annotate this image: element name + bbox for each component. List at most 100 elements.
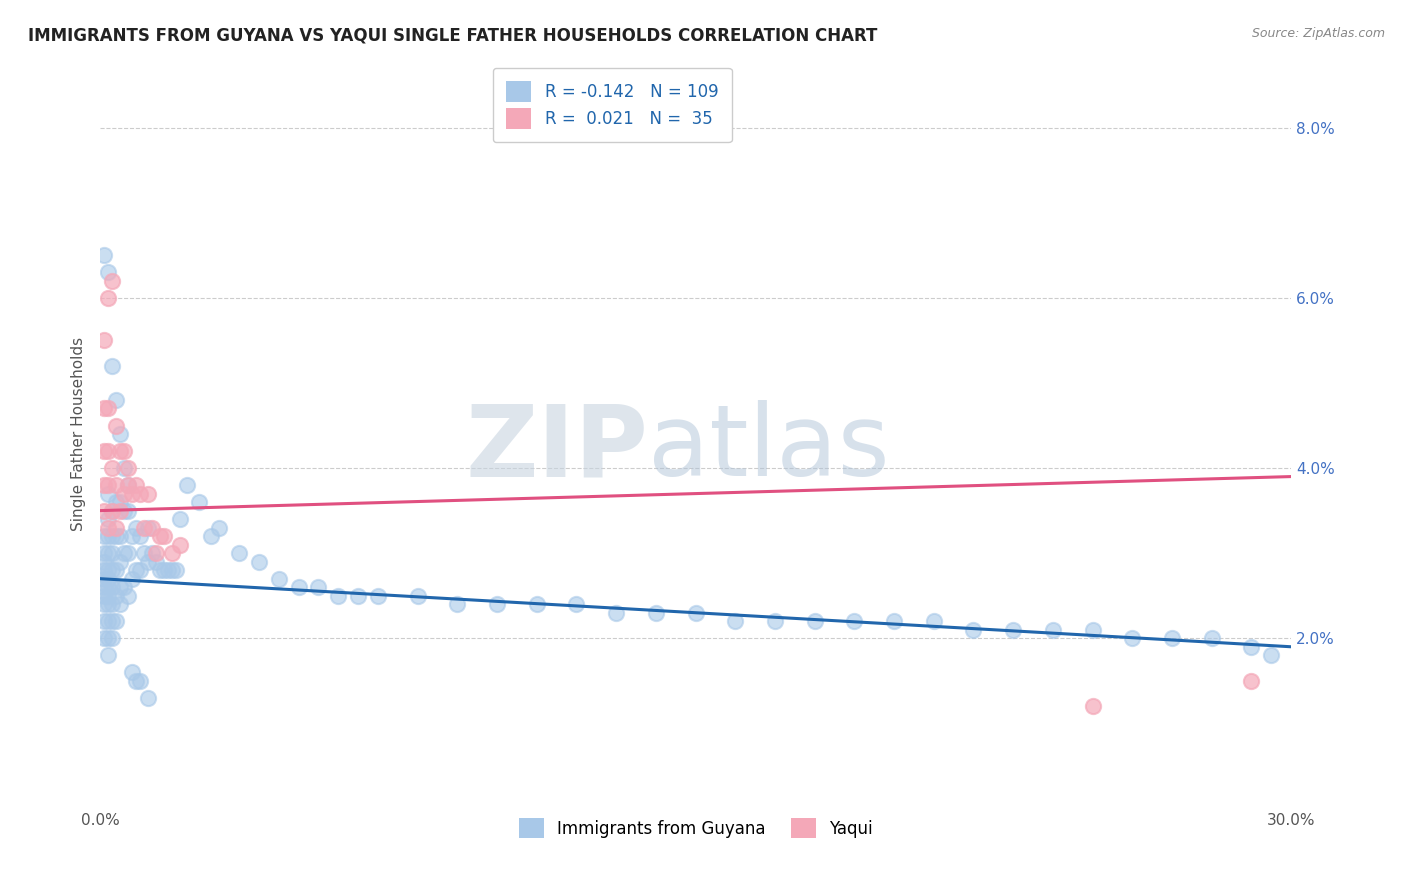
Point: [136, 555, 159, 569]
Point: [93, 563, 115, 577]
Point: [169, 538, 191, 552]
Point: [962, 623, 984, 637]
Point: [208, 521, 231, 535]
Point: [112, 580, 135, 594]
Point: [132, 546, 155, 560]
Point: [105, 563, 128, 577]
Point: [1002, 623, 1025, 637]
Point: [200, 529, 222, 543]
Point: [97, 597, 120, 611]
Point: [188, 495, 211, 509]
Point: [367, 589, 389, 603]
Point: [228, 546, 250, 560]
Point: [93, 597, 115, 611]
Point: [105, 392, 128, 407]
Point: [101, 529, 124, 543]
Point: [117, 546, 139, 560]
Point: [101, 632, 124, 646]
Point: [93, 478, 115, 492]
Point: [97, 478, 120, 492]
Point: [844, 614, 866, 628]
Point: [112, 461, 135, 475]
Point: [565, 597, 588, 611]
Point: [117, 461, 139, 475]
Text: ZIP: ZIP: [465, 401, 648, 498]
Point: [93, 546, 115, 560]
Point: [108, 597, 131, 611]
Point: [93, 632, 115, 646]
Point: [105, 614, 128, 628]
Point: [93, 444, 115, 458]
Point: [112, 503, 135, 517]
Point: [93, 555, 115, 569]
Point: [112, 444, 135, 458]
Point: [93, 614, 115, 628]
Point: [97, 589, 120, 603]
Point: [112, 486, 135, 500]
Point: [93, 529, 115, 543]
Point: [97, 632, 120, 646]
Point: [486, 597, 509, 611]
Point: [347, 589, 370, 603]
Point: [93, 503, 115, 517]
Text: Source: ZipAtlas.com: Source: ZipAtlas.com: [1251, 27, 1385, 40]
Point: [97, 521, 120, 535]
Point: [141, 546, 163, 560]
Point: [97, 265, 120, 279]
Point: [97, 648, 120, 663]
Point: [101, 274, 124, 288]
Point: [93, 572, 115, 586]
Point: [93, 589, 115, 603]
Point: [97, 563, 120, 577]
Point: [125, 563, 148, 577]
Point: [125, 478, 148, 492]
Legend: Immigrants from Guyana, Yaqui: Immigrants from Guyana, Yaqui: [512, 812, 879, 845]
Point: [93, 401, 115, 416]
Point: [121, 572, 143, 586]
Point: [101, 580, 124, 594]
Point: [165, 563, 187, 577]
Point: [121, 665, 143, 680]
Point: [97, 444, 120, 458]
Point: [128, 529, 150, 543]
Point: [121, 486, 143, 500]
Point: [149, 563, 172, 577]
Point: [97, 512, 120, 526]
Point: [108, 495, 131, 509]
Point: [117, 589, 139, 603]
Point: [1201, 632, 1223, 646]
Point: [97, 572, 120, 586]
Point: [328, 589, 350, 603]
Point: [97, 580, 120, 594]
Point: [108, 444, 131, 458]
Point: [105, 478, 128, 492]
Point: [152, 563, 174, 577]
Point: [101, 563, 124, 577]
Point: [128, 486, 150, 500]
Y-axis label: Single Father Households: Single Father Households: [72, 337, 86, 531]
Point: [108, 580, 131, 594]
Point: [644, 606, 666, 620]
Point: [141, 521, 163, 535]
Point: [125, 673, 148, 688]
Point: [97, 614, 120, 628]
Point: [105, 521, 128, 535]
Point: [132, 521, 155, 535]
Point: [108, 503, 131, 517]
Point: [117, 478, 139, 492]
Point: [1240, 673, 1263, 688]
Point: [1260, 648, 1282, 663]
Point: [1161, 632, 1184, 646]
Point: [101, 359, 124, 373]
Point: [105, 589, 128, 603]
Point: [101, 546, 124, 560]
Point: [685, 606, 707, 620]
Point: [125, 521, 148, 535]
Point: [160, 563, 183, 577]
Point: [1042, 623, 1064, 637]
Point: [169, 512, 191, 526]
Point: [145, 546, 167, 560]
Point: [117, 478, 139, 492]
Point: [724, 614, 747, 628]
Point: [97, 291, 120, 305]
